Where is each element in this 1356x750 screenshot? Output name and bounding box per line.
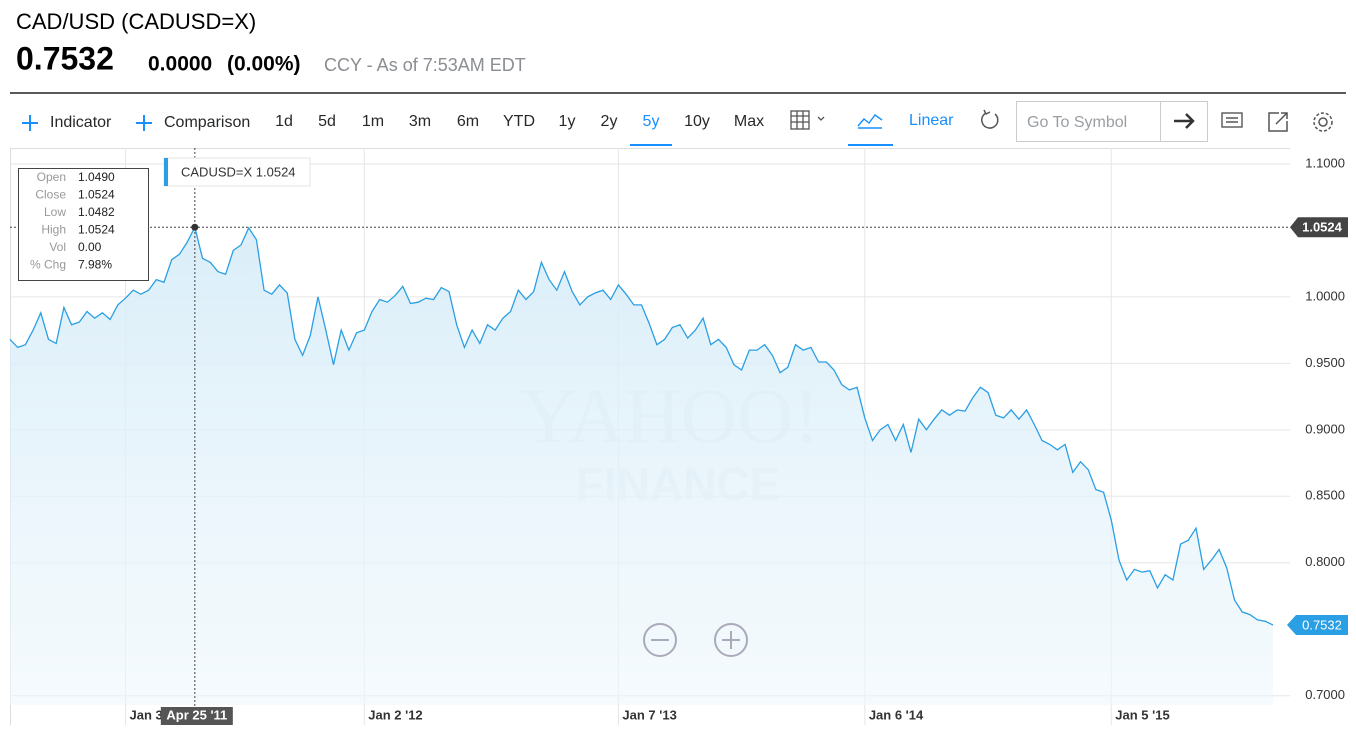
range-button[interactable]: 5d xyxy=(318,113,336,130)
tooltip-box xyxy=(18,168,149,281)
price: 0.7532 xyxy=(16,40,114,76)
tooltip-label: Low xyxy=(44,205,66,219)
tooltip-value: 1.0490 xyxy=(78,170,115,184)
tooltip-label: Vol xyxy=(49,240,66,254)
x-tick-label: Jan 3 xyxy=(130,707,163,722)
range-button[interactable]: 2y xyxy=(601,113,618,130)
tooltip-label: Close xyxy=(35,188,66,202)
y-tick-label: 0.7000 xyxy=(1305,687,1345,702)
crosshair-price: 1.0524 xyxy=(1302,220,1343,235)
range-button[interactable]: 1d xyxy=(275,113,293,130)
range-button[interactable]: YTD xyxy=(503,113,535,130)
scale-button[interactable]: Linear xyxy=(909,112,954,129)
range-button[interactable]: 1y xyxy=(559,113,576,130)
y-tick-label: 0.8000 xyxy=(1305,554,1345,569)
last-price-tag xyxy=(1287,614,1348,635)
legend-swatch xyxy=(164,158,168,186)
title: CAD/USD (CADUSD=X) xyxy=(16,9,256,34)
y-tick-label: 1.0000 xyxy=(1305,288,1345,303)
legend-text: CADUSD=X 1.0524 xyxy=(181,164,296,179)
tooltip-value: 1.0524 xyxy=(78,223,115,237)
tooltip-value: 7.98% xyxy=(78,258,112,272)
change-pct: (0.00%) xyxy=(227,53,301,76)
crosshair-date: Apr 25 '11 xyxy=(166,707,227,722)
comparison-button[interactable]: Comparison xyxy=(164,114,250,131)
area-fill xyxy=(10,227,1273,705)
tooltip-label: % Chg xyxy=(30,258,66,272)
crosshair-dot xyxy=(191,223,199,231)
chart-type-icon[interactable] xyxy=(857,114,883,129)
last-price-label: 0.7532 xyxy=(1302,617,1342,632)
crosshair-date-box xyxy=(160,707,233,725)
y-tick-label: 1.1000 xyxy=(1305,155,1345,170)
x-tick-label: Jan 2 '12 xyxy=(368,707,422,722)
tooltip-label: Open xyxy=(37,170,66,184)
x-tick-label: Jan 6 '14 xyxy=(869,707,924,722)
symbol-placeholder: Go To Symbol xyxy=(1027,114,1127,131)
print-icon[interactable] xyxy=(1221,112,1243,128)
calendar-icon[interactable] xyxy=(790,110,825,130)
plus-icon xyxy=(22,115,38,131)
change: 0.0000 xyxy=(148,53,212,76)
range-button[interactable]: 3m xyxy=(409,113,431,130)
tooltip-value: 1.0524 xyxy=(78,188,115,202)
price-line xyxy=(9,225,1274,626)
legend-box xyxy=(163,157,311,187)
y-tick-label: 0.9500 xyxy=(1305,355,1345,370)
plus-icon xyxy=(136,115,152,131)
tooltip-value: 0.00 xyxy=(78,240,102,254)
range-button[interactable]: 10y xyxy=(684,113,710,130)
go-button[interactable] xyxy=(1174,113,1195,129)
range-button[interactable]: 1m xyxy=(362,113,384,130)
zoom-out[interactable] xyxy=(643,623,677,657)
tooltip-label: High xyxy=(41,223,66,237)
share-icon[interactable] xyxy=(1268,112,1288,132)
reset-icon[interactable] xyxy=(981,109,999,129)
y-tick-label: 0.8500 xyxy=(1305,488,1345,503)
y-tick-label: 0.9000 xyxy=(1305,421,1345,436)
quote-meta: CCY - As of 7:53AM EDT xyxy=(324,55,526,75)
zoom-in[interactable] xyxy=(714,623,748,657)
indicator-button[interactable]: Indicator xyxy=(50,114,112,131)
tooltip-value: 1.0482 xyxy=(78,205,115,219)
x-tick-label: Jan 7 '13 xyxy=(622,707,676,722)
crosshair-price-tag xyxy=(1290,217,1348,238)
range-button[interactable]: 6m xyxy=(457,113,479,130)
settings-icon[interactable] xyxy=(1313,112,1333,132)
zoom-controls xyxy=(643,623,748,657)
x-tick-label: Jan 5 '15 xyxy=(1115,707,1169,722)
range-button[interactable]: Max xyxy=(734,113,764,130)
range-button[interactable]: 5y xyxy=(643,113,660,130)
